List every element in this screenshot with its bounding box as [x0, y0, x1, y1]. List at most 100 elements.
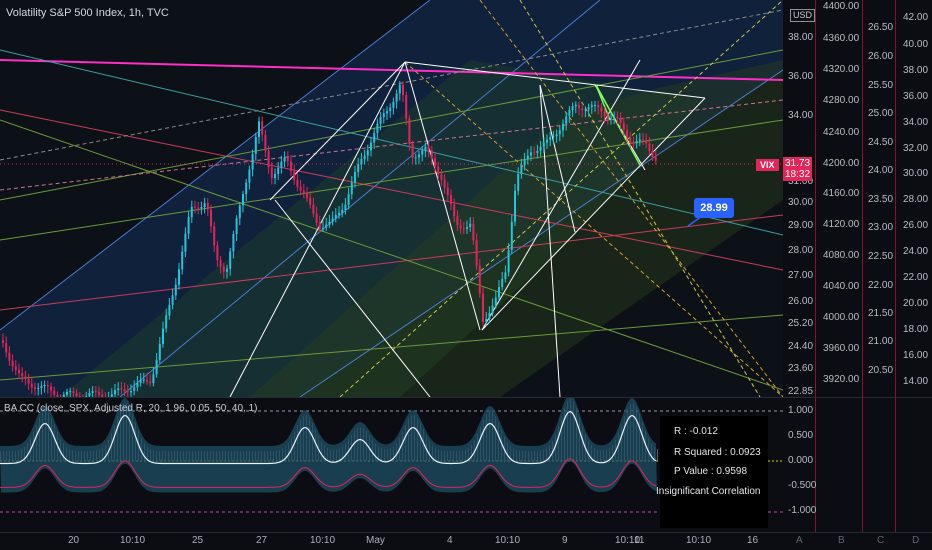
price-label: 30.00: [788, 197, 814, 208]
channel-line-mid: [119, 0, 601, 397]
time-label: 10:10: [686, 535, 712, 546]
candle-body: [494, 297, 497, 306]
candle-body: [405, 95, 408, 119]
candle-body: [437, 166, 440, 175]
candle-body: [632, 142, 635, 144]
candle-body: [197, 207, 200, 209]
candle-body: [376, 123, 379, 133]
candle-body: [21, 373, 24, 377]
candle-body: [283, 157, 286, 162]
scale-d-label: 14.00: [903, 376, 929, 387]
column-letter: C: [877, 535, 885, 546]
green-line-2: [0, 119, 783, 241]
candle-body: [456, 216, 459, 226]
candle-body: [347, 194, 350, 205]
candle-body: [539, 146, 542, 151]
indicator-label[interactable]: BA CC (close, SPX, Adjusted R, 20, 1.96,…: [4, 403, 258, 414]
candle-body: [315, 213, 318, 223]
candle-body: [411, 143, 414, 158]
price-label: 23.60: [788, 363, 814, 374]
stat-verdict: Insignificant Correlation: [656, 486, 761, 497]
stat-r: R : -0.012: [674, 426, 718, 437]
candle-body: [149, 381, 152, 384]
candle-body: [306, 193, 308, 198]
white-line-6: [481, 59, 641, 331]
stat-p-value: P Value : 0.9598: [674, 466, 748, 477]
candle-body: [133, 387, 136, 392]
candle-body: [309, 197, 312, 205]
green-line-3: [0, 119, 783, 391]
candle-body: [126, 391, 129, 393]
candle-body: [507, 250, 510, 273]
candle-body: [622, 123, 625, 131]
scale-d-label: 24.00: [903, 246, 929, 257]
indicator-scale-label: -0.500: [788, 480, 817, 491]
candle-body: [546, 139, 548, 143]
time-label: 20: [68, 535, 80, 546]
currency-badge[interactable]: USD: [790, 9, 816, 22]
candle-body: [181, 251, 184, 270]
scale-d-label: 42.00: [903, 12, 929, 23]
candle-body: [312, 204, 315, 214]
candle-body: [280, 161, 283, 168]
spx-label: 4280.00: [823, 95, 860, 106]
time-axis[interactable]: 20 10:10 25 27 10:10 May 4 10:10 9 10:10…: [0, 532, 932, 550]
white-line-7: [539, 84, 576, 233]
candle-body: [37, 388, 40, 390]
indicator-scale-label: 1.000: [788, 405, 814, 416]
candle-body: [459, 225, 462, 229]
white-line-5: [481, 97, 706, 331]
price-scale-divider: [815, 0, 816, 532]
candle-body: [318, 222, 321, 229]
candle-body: [50, 386, 52, 391]
price-callout[interactable]: 28.99: [694, 198, 734, 218]
dash-line-5: [519, 0, 761, 397]
candle-body: [322, 227, 324, 229]
column-letter: B: [838, 535, 845, 546]
candle-body: [139, 379, 142, 383]
candle-body: [610, 117, 612, 119]
candle-body: [366, 150, 369, 156]
candle-body: [254, 137, 257, 154]
candle-body: [2, 340, 4, 343]
candle-body: [328, 221, 331, 225]
channel-fill-inner: [60, 60, 700, 397]
scale-d-label: 32.00: [903, 143, 929, 154]
scale-c-label: 24.00: [868, 165, 894, 176]
candle-body: [286, 157, 289, 162]
candle-body: [5, 342, 8, 353]
candle-body: [558, 130, 561, 135]
candle-body: [514, 190, 516, 222]
candle-body: [82, 399, 84, 400]
candle-body: [155, 359, 158, 375]
candle-body: [389, 107, 392, 112]
spx-label: 4080.00: [823, 250, 860, 261]
price-label: 34.00: [788, 110, 814, 121]
candle-body: [408, 118, 411, 144]
candle-body: [91, 391, 94, 394]
candle-body: [574, 104, 577, 107]
candle-body: [53, 390, 56, 395]
price-label: 22.85: [788, 386, 814, 397]
candle-body: [462, 228, 465, 230]
white-line-3: [269, 61, 406, 201]
candle-body: [421, 150, 424, 155]
scale-c-label: 25.50: [868, 80, 894, 91]
candle-body: [645, 140, 648, 144]
candle-body: [219, 260, 222, 267]
candle-body: [43, 385, 46, 387]
candle-body: [549, 137, 552, 140]
candle-body: [11, 360, 14, 367]
candle-body: [338, 212, 340, 215]
time-label: 9: [562, 535, 568, 546]
candle-body: [270, 167, 273, 179]
candle-body: [242, 194, 244, 206]
correlation-band: [0, 398, 657, 493]
candle-body: [523, 159, 526, 166]
candle-body: [562, 123, 564, 131]
candle-body: [466, 226, 468, 229]
candle-body: [206, 203, 209, 210]
bar-countdown: 18:32: [784, 169, 811, 180]
spx-label: 4360.00: [823, 33, 860, 44]
